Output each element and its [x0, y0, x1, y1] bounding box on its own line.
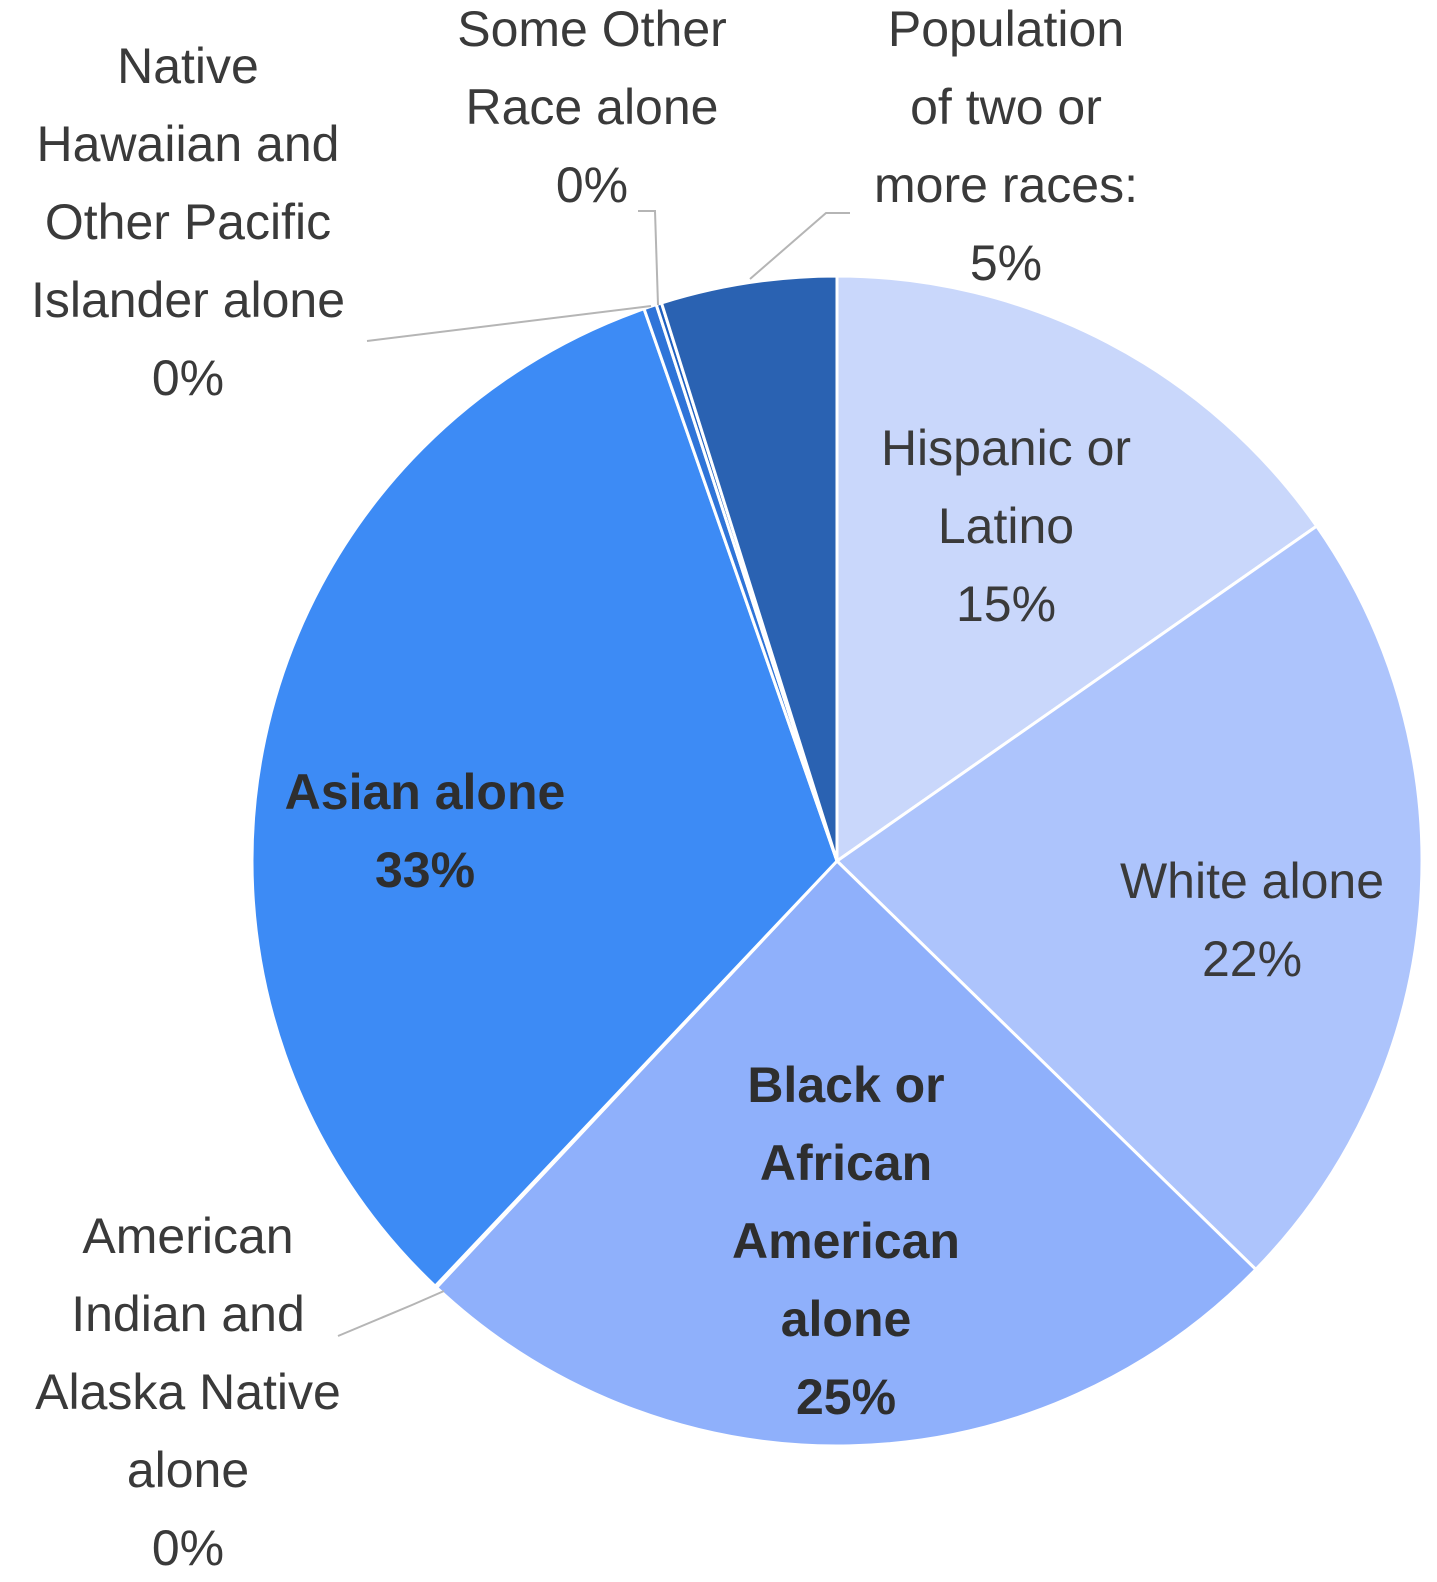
data-label-line: Hawaiian and: [37, 116, 340, 172]
data-label-line: of two or: [910, 79, 1102, 135]
pie-slice-white-alone: [834, 524, 1424, 1272]
data-label-hispanic-or-latino: Hispanic or Latino 15%: [881, 420, 1131, 632]
data-label-line: Asian alone: [285, 764, 566, 820]
data-label-line: American: [732, 1213, 960, 1269]
leader-line-some-other-race-alone: [638, 210, 659, 306]
data-label-line: Alaska Native: [35, 1364, 341, 1420]
data-label-native-hawaiian-and-other-pacific-islander-alone: Native Hawaiian and Other Pacific Islander …: [31, 38, 345, 406]
data-label-line: 0%: [152, 350, 224, 406]
pie-slice-population-of-two-or-more-races: [659, 274, 839, 862]
data-label-population-of-two-or-more-races: Population of two or more races: 5%: [874, 1, 1138, 291]
pie-slice-hispanic-or-latino: [835, 274, 1319, 864]
data-label-american-indian-and-alaska-native-alone: American Indian and Alaska Native alone 0%: [35, 1208, 341, 1576]
data-label-line: Indian and: [71, 1286, 305, 1342]
data-label-black-or-african-american-alone: Black or African American alone 25%: [732, 1057, 960, 1425]
data-label-white-alone: White alone 22%: [1120, 853, 1384, 987]
data-label-line: Other Pacific: [45, 194, 331, 250]
data-label-line: White alone: [1120, 853, 1384, 909]
data-label-line: Race alone: [466, 79, 719, 135]
data-label-line: American: [82, 1208, 293, 1264]
data-label-line: alone: [127, 1442, 249, 1498]
data-labels: Hispanic or Latino 15% White alone 22% Black …: [31, 1, 1384, 1576]
leader-line-native-hawaiian-and-other-pacific-islander-alone: [366, 305, 652, 342]
data-label-line: alone: [781, 1291, 912, 1347]
data-label-asian-alone: Asian alone 33%: [285, 764, 566, 898]
leader-line-american-indian-and-alaska-native-alone: [337, 1290, 445, 1337]
data-label-line: Black or: [747, 1057, 944, 1113]
leader-lines: [337, 210, 850, 1337]
data-label-some-other-race-alone: Some Other Race alone 0%: [457, 1, 727, 213]
data-label-line: Islander alone: [31, 272, 345, 328]
data-label-line: Native: [117, 38, 259, 94]
data-label-line: Hispanic or: [881, 420, 1131, 476]
data-label-line: African: [760, 1135, 932, 1191]
data-label-line: 33%: [375, 842, 475, 898]
data-label-line: Latino: [938, 498, 1074, 554]
data-label-line: 0%: [152, 1520, 224, 1576]
data-label-line: Some Other: [457, 1, 727, 57]
leader-line-population-of-two-or-more-races: [749, 212, 850, 280]
data-label-line: 25%: [796, 1369, 896, 1425]
data-label-line: Population: [888, 1, 1124, 57]
pie-slices: [250, 274, 1424, 1448]
data-label-line: 15%: [956, 576, 1056, 632]
pie-slice-asian-alone: [250, 306, 839, 1289]
data-label-line: 5%: [970, 235, 1042, 291]
pie-slice-black-or-african-american-alone: [434, 858, 1258, 1448]
data-label-line: 0%: [556, 157, 628, 213]
data-label-line: 22%: [1202, 931, 1302, 987]
data-label-line: more races:: [874, 157, 1138, 213]
